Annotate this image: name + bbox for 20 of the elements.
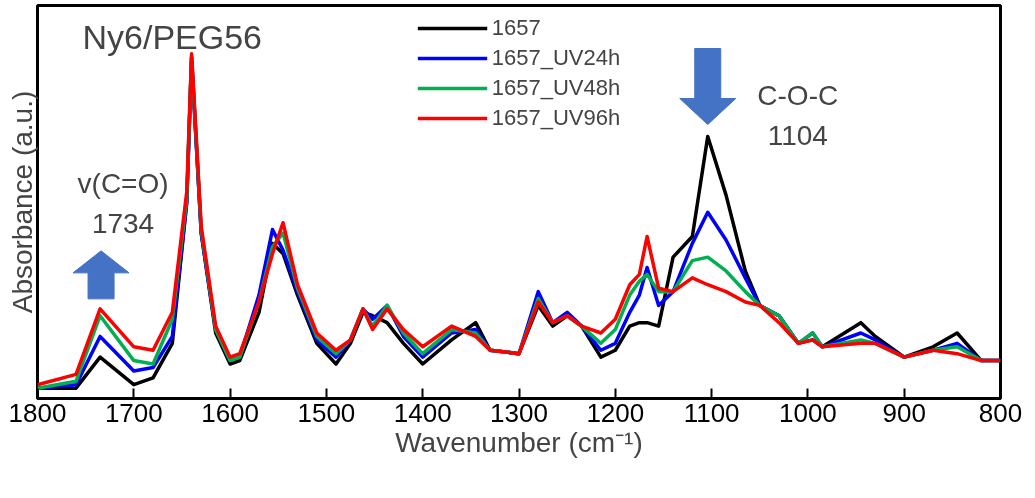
x-axis-title: Wavenumber (cm⁻¹): [395, 426, 643, 458]
x-tick-label: 1100: [683, 397, 740, 428]
x-tick-label: 1400: [393, 397, 452, 428]
x-tick-label: 1600: [201, 397, 260, 428]
x-tick-label: 1300: [490, 397, 548, 428]
chart-title: Ny6/PEG56: [82, 17, 263, 56]
legend-label: 1657_UV24h: [491, 44, 621, 72]
legend-label: 1657_UV48h: [491, 74, 621, 102]
x-tick-label: 1500: [297, 397, 356, 428]
x-tick-label: 1200: [586, 397, 645, 428]
x-tick-label: 800: [978, 397, 1023, 428]
legend-label: 1657: [491, 14, 541, 42]
x-tick-label: 1000: [778, 397, 837, 428]
legend-label: 1657_UV96h: [491, 104, 621, 132]
x-tick-label: 1800: [8, 397, 67, 428]
annotation: C-O-C 1104: [757, 80, 839, 152]
x-tick-label: 900: [882, 397, 926, 428]
annotation: v(C=O) 1734: [77, 167, 169, 239]
x-tick-label: 1700: [104, 397, 163, 428]
y-axis-title: Absorbance (a.u.): [6, 90, 38, 314]
